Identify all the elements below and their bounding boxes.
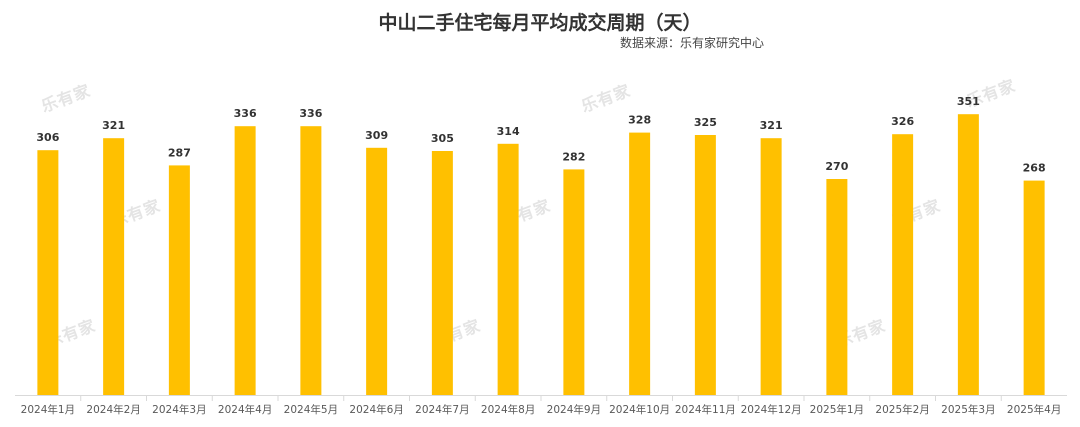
data-label: 306 [36,131,59,144]
x-tick-label: 2024年11月 [675,403,736,416]
x-tick-label: 2024年4月 [218,403,272,416]
x-tick-label: 2024年2月 [86,403,140,416]
data-label: 321 [102,119,125,132]
bar [234,126,256,395]
data-label: 326 [891,115,914,128]
bar [431,151,453,395]
x-tick-label: 2024年1月 [21,403,75,416]
data-label: 287 [168,146,191,159]
bar [37,150,59,395]
chart-subtitle: 数据来源：乐有家研究中心 [620,36,765,50]
bar [497,143,519,395]
data-label: 328 [628,114,651,127]
bar [366,147,388,395]
data-label: 336 [299,107,322,120]
x-tick-label: 2024年6月 [349,403,403,416]
bar [168,165,190,395]
bar [760,138,782,395]
data-label: 282 [562,150,585,163]
data-label: 325 [694,116,717,129]
bar [957,114,979,395]
data-label: 314 [497,125,520,138]
data-label: 351 [957,95,980,108]
bar [694,135,716,395]
x-tick-label: 2024年7月 [415,403,469,416]
bar [563,169,585,395]
data-label: 268 [1023,162,1046,175]
data-label: 321 [760,119,783,132]
bar [892,134,914,395]
data-label: 305 [431,132,454,145]
data-label: 336 [234,107,257,120]
x-tick-label: 2025年3月 [941,403,995,416]
x-tick-label: 2024年5月 [284,403,338,416]
bar [629,132,651,395]
x-tick-label: 2024年3月 [152,403,206,416]
x-tick-label: 2024年9月 [547,403,601,416]
bar [103,138,125,395]
chart-title: 中山二手住宅每月平均成交周期（天） [378,12,702,34]
bar [826,179,848,395]
bar [1023,180,1045,395]
x-tick-label: 2025年4月 [1007,403,1061,416]
data-label: 309 [365,129,388,142]
x-tick-label: 2024年12月 [741,403,802,416]
x-tick-label: 2025年2月 [875,403,929,416]
bar [300,126,322,395]
x-tick-label: 2024年10月 [609,403,670,416]
data-label: 270 [825,160,848,173]
x-tick-label: 2025年1月 [810,403,864,416]
x-tick-label: 2024年8月 [481,403,535,416]
